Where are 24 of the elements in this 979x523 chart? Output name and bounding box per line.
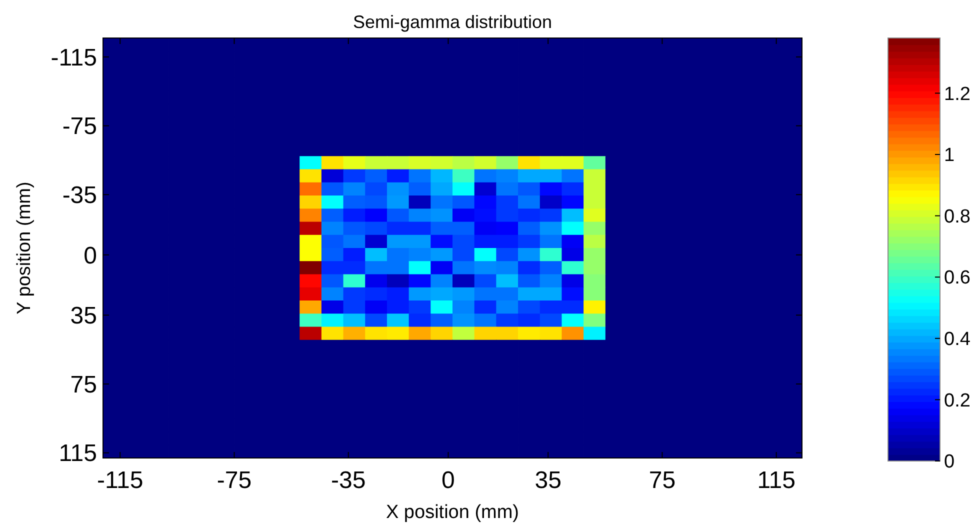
x-tick-label: -75: [216, 467, 252, 494]
x-tick-label: 35: [534, 467, 562, 494]
color-bar-label: 0.4: [944, 329, 971, 350]
x-tick-label: -115: [96, 467, 144, 494]
y-tick-label: 115: [58, 440, 97, 468]
y-tick-label: -75: [62, 113, 97, 140]
color-bar-label: 0.8: [944, 206, 970, 228]
y-tick-label: -115: [50, 44, 97, 72]
x-tick-label: 0: [442, 467, 455, 494]
color-bar-label: 0.6: [944, 268, 970, 289]
x-tick-label: 75: [648, 467, 676, 494]
x-tick-label: -35: [331, 467, 366, 494]
y-tick-label: 0: [84, 242, 97, 270]
y-tick-label: 35: [70, 302, 97, 330]
color-bar-label: 0.2: [944, 390, 970, 412]
chart-title: Semi-gamma distribution: [352, 12, 552, 32]
color-bar-label: 1: [944, 145, 955, 166]
color-bar-label: 0: [944, 452, 955, 473]
y-axis-title: Y position (mm): [14, 182, 35, 314]
x-axis-title: X position (mm): [386, 502, 520, 523]
y-tick-label: -35: [62, 182, 97, 210]
y-tick-label: 75: [70, 371, 97, 398]
x-tick-label: 115: [757, 467, 796, 494]
color-bar-label: 1.2: [944, 84, 970, 105]
